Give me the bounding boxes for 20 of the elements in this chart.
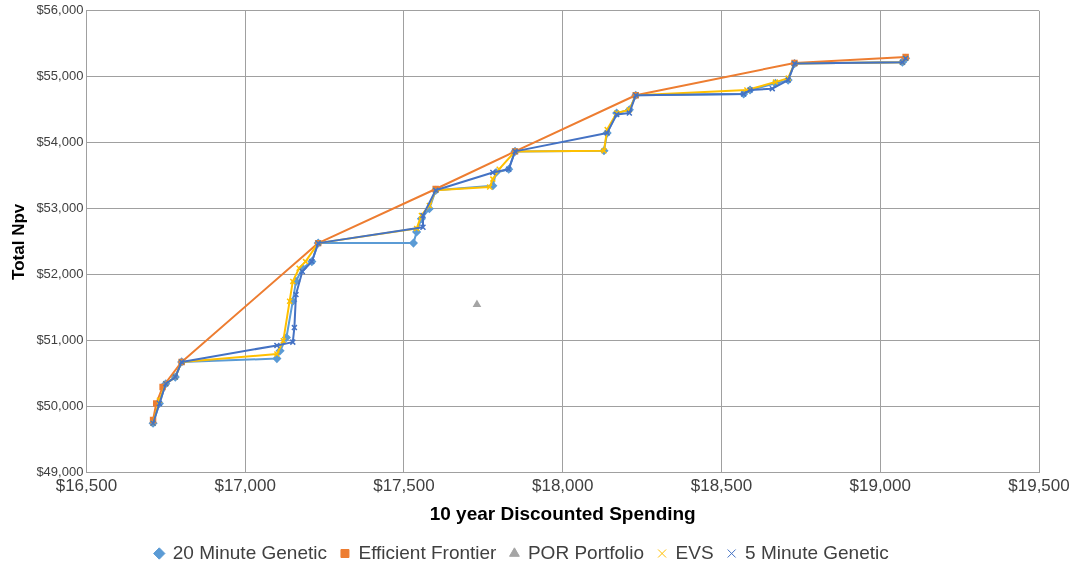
y-tick-label: $55,000: [36, 68, 84, 84]
legend-label: POR Portfolio: [527, 541, 645, 563]
y-tick-label: $50,000: [36, 398, 84, 414]
x-tick-label: $18,500: [690, 475, 753, 495]
y-tick-label: $51,000: [36, 332, 84, 348]
y-tick-label: $54,000: [36, 134, 84, 150]
y-tick-label: $56,000: [36, 2, 84, 18]
y-axis-title: Total Npv: [8, 203, 28, 280]
x-tick-label: $18,000: [531, 475, 594, 495]
y-tick-label: $53,000: [36, 200, 84, 216]
y-tick-label: $52,000: [36, 266, 84, 282]
legend-label: 5 Minute Genetic: [745, 541, 889, 563]
x-axis-title: 10 year Discounted Spending: [429, 502, 696, 524]
x-tick-label: $19,500: [1008, 475, 1070, 495]
x-tick-label: $19,000: [849, 475, 911, 495]
x-tick-label: $17,500: [373, 475, 435, 495]
legend-label: 20 Minute Genetic: [172, 541, 327, 563]
x-tick-label: $17,000: [214, 475, 276, 495]
legend-label: Efficient Frontier: [358, 541, 498, 563]
legend-label: EVS: [675, 541, 714, 563]
